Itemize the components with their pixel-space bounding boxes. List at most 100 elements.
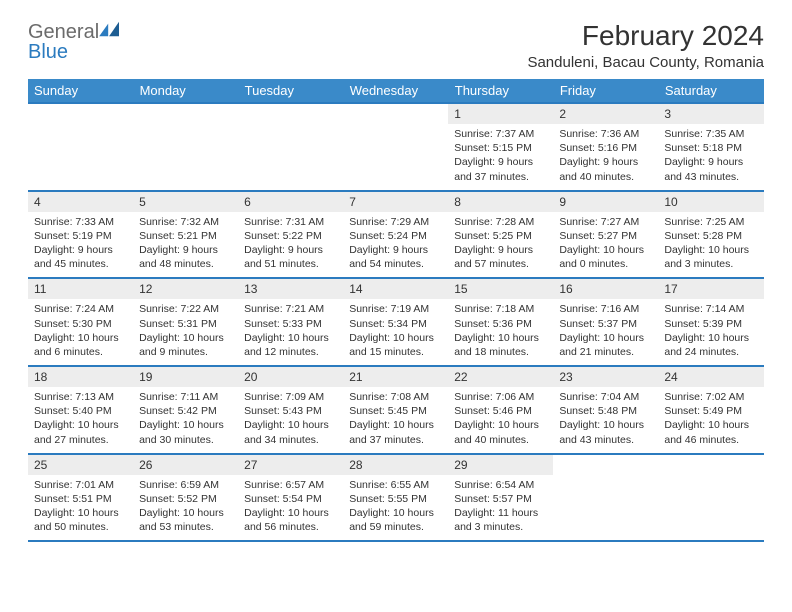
- calendar-cell: 21Sunrise: 7:08 AMSunset: 5:45 PMDayligh…: [343, 366, 448, 454]
- daylight-text: Daylight: 10 hours and 21 minutes.: [559, 331, 652, 359]
- day-number: 10: [658, 192, 763, 212]
- sunset-text: Sunset: 5:22 PM: [244, 229, 337, 243]
- header-friday: Friday: [553, 79, 658, 103]
- calendar-cell: 15Sunrise: 7:18 AMSunset: 5:36 PMDayligh…: [448, 278, 553, 366]
- daylight-text: Daylight: 10 hours and 59 minutes.: [349, 506, 442, 534]
- sunrise-text: Sunrise: 7:19 AM: [349, 302, 442, 316]
- calendar-cell: 20Sunrise: 7:09 AMSunset: 5:43 PMDayligh…: [238, 366, 343, 454]
- calendar-cell: [238, 103, 343, 191]
- day-details: Sunrise: 6:54 AMSunset: 5:57 PMDaylight:…: [448, 475, 553, 541]
- day-number: 21: [343, 367, 448, 387]
- daylight-text: Daylight: 10 hours and 0 minutes.: [559, 243, 652, 271]
- daylight-text: Daylight: 10 hours and 56 minutes.: [244, 506, 337, 534]
- calendar-cell: [553, 454, 658, 542]
- sunrise-text: Sunrise: 7:37 AM: [454, 127, 547, 141]
- calendar-week: 4Sunrise: 7:33 AMSunset: 5:19 PMDaylight…: [28, 191, 764, 279]
- brand-logo: General Blue: [28, 20, 121, 62]
- header-tuesday: Tuesday: [238, 79, 343, 103]
- calendar-cell: 14Sunrise: 7:19 AMSunset: 5:34 PMDayligh…: [343, 278, 448, 366]
- daylight-text: Daylight: 10 hours and 37 minutes.: [349, 418, 442, 446]
- header-monday: Monday: [133, 79, 238, 103]
- brand-word1: General: [28, 21, 99, 43]
- day-number: 1: [448, 104, 553, 124]
- calendar-week: 18Sunrise: 7:13 AMSunset: 5:40 PMDayligh…: [28, 366, 764, 454]
- calendar-cell: 10Sunrise: 7:25 AMSunset: 5:28 PMDayligh…: [658, 191, 763, 279]
- sunrise-text: Sunrise: 7:33 AM: [34, 215, 127, 229]
- day-number: 17: [658, 279, 763, 299]
- calendar-cell: 2Sunrise: 7:36 AMSunset: 5:16 PMDaylight…: [553, 103, 658, 191]
- sunset-text: Sunset: 5:54 PM: [244, 492, 337, 506]
- header-thursday: Thursday: [448, 79, 553, 103]
- calendar-cell: 8Sunrise: 7:28 AMSunset: 5:25 PMDaylight…: [448, 191, 553, 279]
- calendar-cell: 4Sunrise: 7:33 AMSunset: 5:19 PMDaylight…: [28, 191, 133, 279]
- day-details: Sunrise: 7:16 AMSunset: 5:37 PMDaylight:…: [553, 299, 658, 365]
- daylight-text: Daylight: 10 hours and 24 minutes.: [664, 331, 757, 359]
- calendar-cell: 25Sunrise: 7:01 AMSunset: 5:51 PMDayligh…: [28, 454, 133, 542]
- day-details: Sunrise: 7:28 AMSunset: 5:25 PMDaylight:…: [448, 212, 553, 278]
- sunset-text: Sunset: 5:52 PM: [139, 492, 232, 506]
- day-details: Sunrise: 7:21 AMSunset: 5:33 PMDaylight:…: [238, 299, 343, 365]
- sunset-text: Sunset: 5:40 PM: [34, 404, 127, 418]
- daylight-text: Daylight: 9 hours and 43 minutes.: [664, 155, 757, 183]
- sunset-text: Sunset: 5:43 PM: [244, 404, 337, 418]
- calendar-cell: 17Sunrise: 7:14 AMSunset: 5:39 PMDayligh…: [658, 278, 763, 366]
- day-number: 26: [133, 455, 238, 475]
- calendar-cell: 16Sunrise: 7:16 AMSunset: 5:37 PMDayligh…: [553, 278, 658, 366]
- sunset-text: Sunset: 5:42 PM: [139, 404, 232, 418]
- day-details: Sunrise: 7:32 AMSunset: 5:21 PMDaylight:…: [133, 212, 238, 278]
- calendar-cell: 18Sunrise: 7:13 AMSunset: 5:40 PMDayligh…: [28, 366, 133, 454]
- page-header: General Blue February 2024 Sanduleni, Ba…: [28, 20, 764, 71]
- daylight-text: Daylight: 10 hours and 46 minutes.: [664, 418, 757, 446]
- day-details: Sunrise: 6:59 AMSunset: 5:52 PMDaylight:…: [133, 475, 238, 541]
- sunrise-text: Sunrise: 7:02 AM: [664, 390, 757, 404]
- sunset-text: Sunset: 5:15 PM: [454, 141, 547, 155]
- day-details: Sunrise: 7:31 AMSunset: 5:22 PMDaylight:…: [238, 212, 343, 278]
- day-number: 29: [448, 455, 553, 475]
- sunrise-text: Sunrise: 6:57 AM: [244, 478, 337, 492]
- sunrise-text: Sunrise: 7:04 AM: [559, 390, 652, 404]
- calendar-cell: 19Sunrise: 7:11 AMSunset: 5:42 PMDayligh…: [133, 366, 238, 454]
- day-number: 8: [448, 192, 553, 212]
- sunrise-text: Sunrise: 6:54 AM: [454, 478, 547, 492]
- sunset-text: Sunset: 5:46 PM: [454, 404, 547, 418]
- day-details: Sunrise: 7:11 AMSunset: 5:42 PMDaylight:…: [133, 387, 238, 453]
- header-sunday: Sunday: [28, 79, 133, 103]
- day-number: 7: [343, 192, 448, 212]
- day-number: 15: [448, 279, 553, 299]
- sunset-text: Sunset: 5:39 PM: [664, 317, 757, 331]
- calendar-table: Sunday Monday Tuesday Wednesday Thursday…: [28, 79, 764, 542]
- daylight-text: Daylight: 10 hours and 43 minutes.: [559, 418, 652, 446]
- day-number: 27: [238, 455, 343, 475]
- sunrise-text: Sunrise: 6:55 AM: [349, 478, 442, 492]
- daylight-text: Daylight: 9 hours and 45 minutes.: [34, 243, 127, 271]
- sunset-text: Sunset: 5:55 PM: [349, 492, 442, 506]
- daylight-text: Daylight: 9 hours and 37 minutes.: [454, 155, 547, 183]
- day-number: 4: [28, 192, 133, 212]
- sunrise-text: Sunrise: 7:09 AM: [244, 390, 337, 404]
- day-number: 6: [238, 192, 343, 212]
- calendar-cell: [343, 103, 448, 191]
- calendar-cell: 1Sunrise: 7:37 AMSunset: 5:15 PMDaylight…: [448, 103, 553, 191]
- day-number: 13: [238, 279, 343, 299]
- day-details: Sunrise: 7:06 AMSunset: 5:46 PMDaylight:…: [448, 387, 553, 453]
- day-details: Sunrise: 7:24 AMSunset: 5:30 PMDaylight:…: [28, 299, 133, 365]
- day-details: Sunrise: 7:04 AMSunset: 5:48 PMDaylight:…: [553, 387, 658, 453]
- sunrise-text: Sunrise: 7:35 AM: [664, 127, 757, 141]
- sunrise-text: Sunrise: 7:24 AM: [34, 302, 127, 316]
- calendar-cell: [658, 454, 763, 542]
- daylight-text: Daylight: 10 hours and 3 minutes.: [664, 243, 757, 271]
- daylight-text: Daylight: 10 hours and 53 minutes.: [139, 506, 232, 534]
- daylight-text: Daylight: 10 hours and 34 minutes.: [244, 418, 337, 446]
- sunset-text: Sunset: 5:24 PM: [349, 229, 442, 243]
- calendar-body: 1Sunrise: 7:37 AMSunset: 5:15 PMDaylight…: [28, 103, 764, 541]
- day-details: Sunrise: 7:27 AMSunset: 5:27 PMDaylight:…: [553, 212, 658, 278]
- sunset-text: Sunset: 5:25 PM: [454, 229, 547, 243]
- daylight-text: Daylight: 9 hours and 48 minutes.: [139, 243, 232, 271]
- day-number: 19: [133, 367, 238, 387]
- sunset-text: Sunset: 5:21 PM: [139, 229, 232, 243]
- calendar-week: 11Sunrise: 7:24 AMSunset: 5:30 PMDayligh…: [28, 278, 764, 366]
- day-details: Sunrise: 7:13 AMSunset: 5:40 PMDaylight:…: [28, 387, 133, 453]
- sunrise-text: Sunrise: 7:29 AM: [349, 215, 442, 229]
- day-details: Sunrise: 7:37 AMSunset: 5:15 PMDaylight:…: [448, 124, 553, 190]
- calendar-cell: 6Sunrise: 7:31 AMSunset: 5:22 PMDaylight…: [238, 191, 343, 279]
